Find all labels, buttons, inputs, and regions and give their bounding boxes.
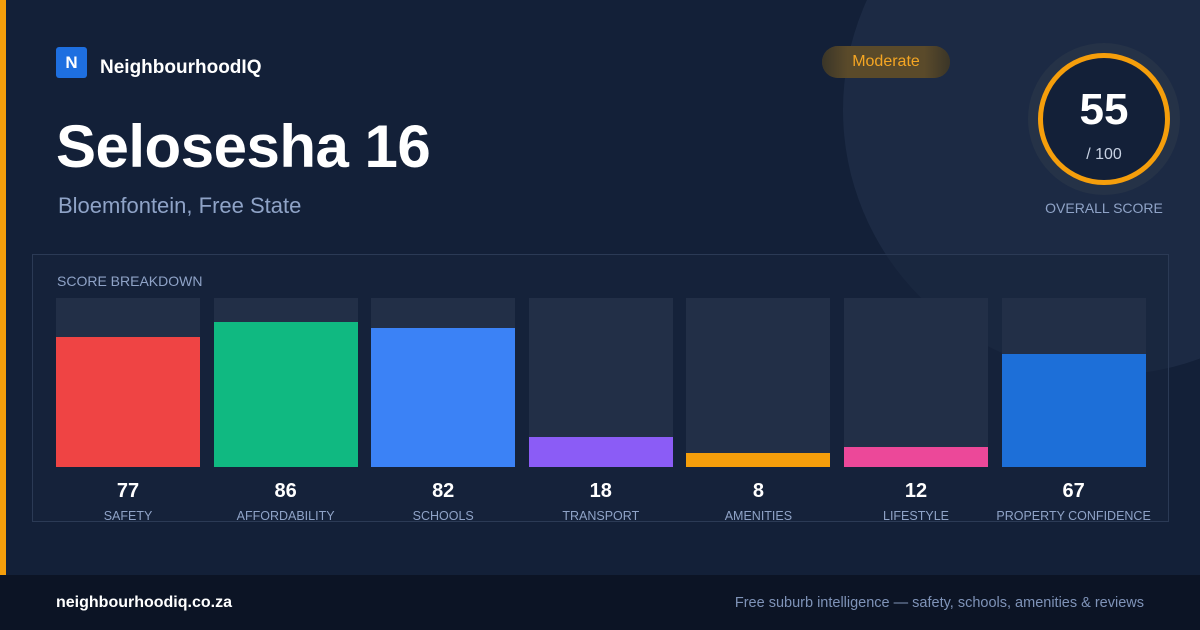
overall-score-value: 55 xyxy=(1043,88,1165,132)
bar-label: PROPERTY CONFIDENCE xyxy=(992,509,1156,523)
bar-track xyxy=(214,298,358,467)
bar-fill-schools xyxy=(371,328,515,467)
overall-score-label: OVERALL SCORE xyxy=(1028,200,1180,216)
rating-badge: Moderate xyxy=(822,46,950,78)
bar-label: SCHOOLS xyxy=(361,509,525,523)
bar-value: 77 xyxy=(56,480,200,503)
bar-fill-transport xyxy=(529,437,673,467)
bar-amenities: 8AMENITIES xyxy=(686,298,830,520)
suburb-title: Selosesha 16 xyxy=(56,112,430,182)
accent-bar xyxy=(0,0,6,575)
footer: neighbourhoodiq.co.za Free suburb intell… xyxy=(0,575,1200,630)
bar-value: 12 xyxy=(844,480,988,503)
bar-value: 67 xyxy=(1002,480,1146,503)
bar-property-confidence: 67PROPERTY CONFIDENCE xyxy=(1002,298,1146,520)
bar-fill-safety xyxy=(56,337,200,467)
bar-track xyxy=(56,298,200,467)
overall-score-max: / 100 xyxy=(1043,146,1165,164)
brand-name: NeighbourhoodIQ xyxy=(100,57,261,79)
footer-tagline: Free suburb intelligence — safety, schoo… xyxy=(735,595,1144,611)
bar-label: AMENITIES xyxy=(676,509,840,523)
bar-value: 18 xyxy=(529,480,673,503)
bar-affordability: 86AFFORDABILITY xyxy=(214,298,358,520)
bar-track xyxy=(371,298,515,467)
bar-label: LIFESTYLE xyxy=(834,509,998,523)
suburb-location: Bloemfontein, Free State xyxy=(58,193,301,219)
bar-safety: 77SAFETY xyxy=(56,298,200,520)
bar-fill-affordability xyxy=(214,322,358,467)
bar-fill-property-confidence xyxy=(1002,354,1146,467)
bar-track xyxy=(529,298,673,467)
bar-value: 86 xyxy=(214,480,358,503)
breakdown-title: SCORE BREAKDOWN xyxy=(57,273,202,289)
brand[interactable]: N NeighbourhoodIQ xyxy=(56,46,261,79)
brand-logo-icon: N xyxy=(56,47,87,78)
bar-schools: 82SCHOOLS xyxy=(371,298,515,520)
overall-score-dial: 55 / 100 xyxy=(1028,43,1180,195)
bar-label: AFFORDABILITY xyxy=(204,509,368,523)
score-ring: 55 / 100 xyxy=(1038,53,1170,185)
bar-track xyxy=(844,298,988,467)
bar-fill-lifestyle xyxy=(844,447,988,467)
breakdown-bars: 77SAFETY86AFFORDABILITY82SCHOOLS18TRANSP… xyxy=(56,298,1146,520)
bar-label: TRANSPORT xyxy=(519,509,683,523)
bar-track xyxy=(1002,298,1146,467)
bar-value: 82 xyxy=(371,480,515,503)
bar-lifestyle: 12LIFESTYLE xyxy=(844,298,988,520)
footer-domain-link[interactable]: neighbourhoodiq.co.za xyxy=(56,594,232,612)
score-breakdown-panel: SCORE BREAKDOWN 77SAFETY86AFFORDABILITY8… xyxy=(32,254,1169,522)
bar-value: 8 xyxy=(686,480,830,503)
bar-fill-amenities xyxy=(686,453,830,467)
bar-label: SAFETY xyxy=(46,509,210,523)
rating-badge-label: Moderate xyxy=(852,53,920,71)
bar-transport: 18TRANSPORT xyxy=(529,298,673,520)
bar-track xyxy=(686,298,830,467)
